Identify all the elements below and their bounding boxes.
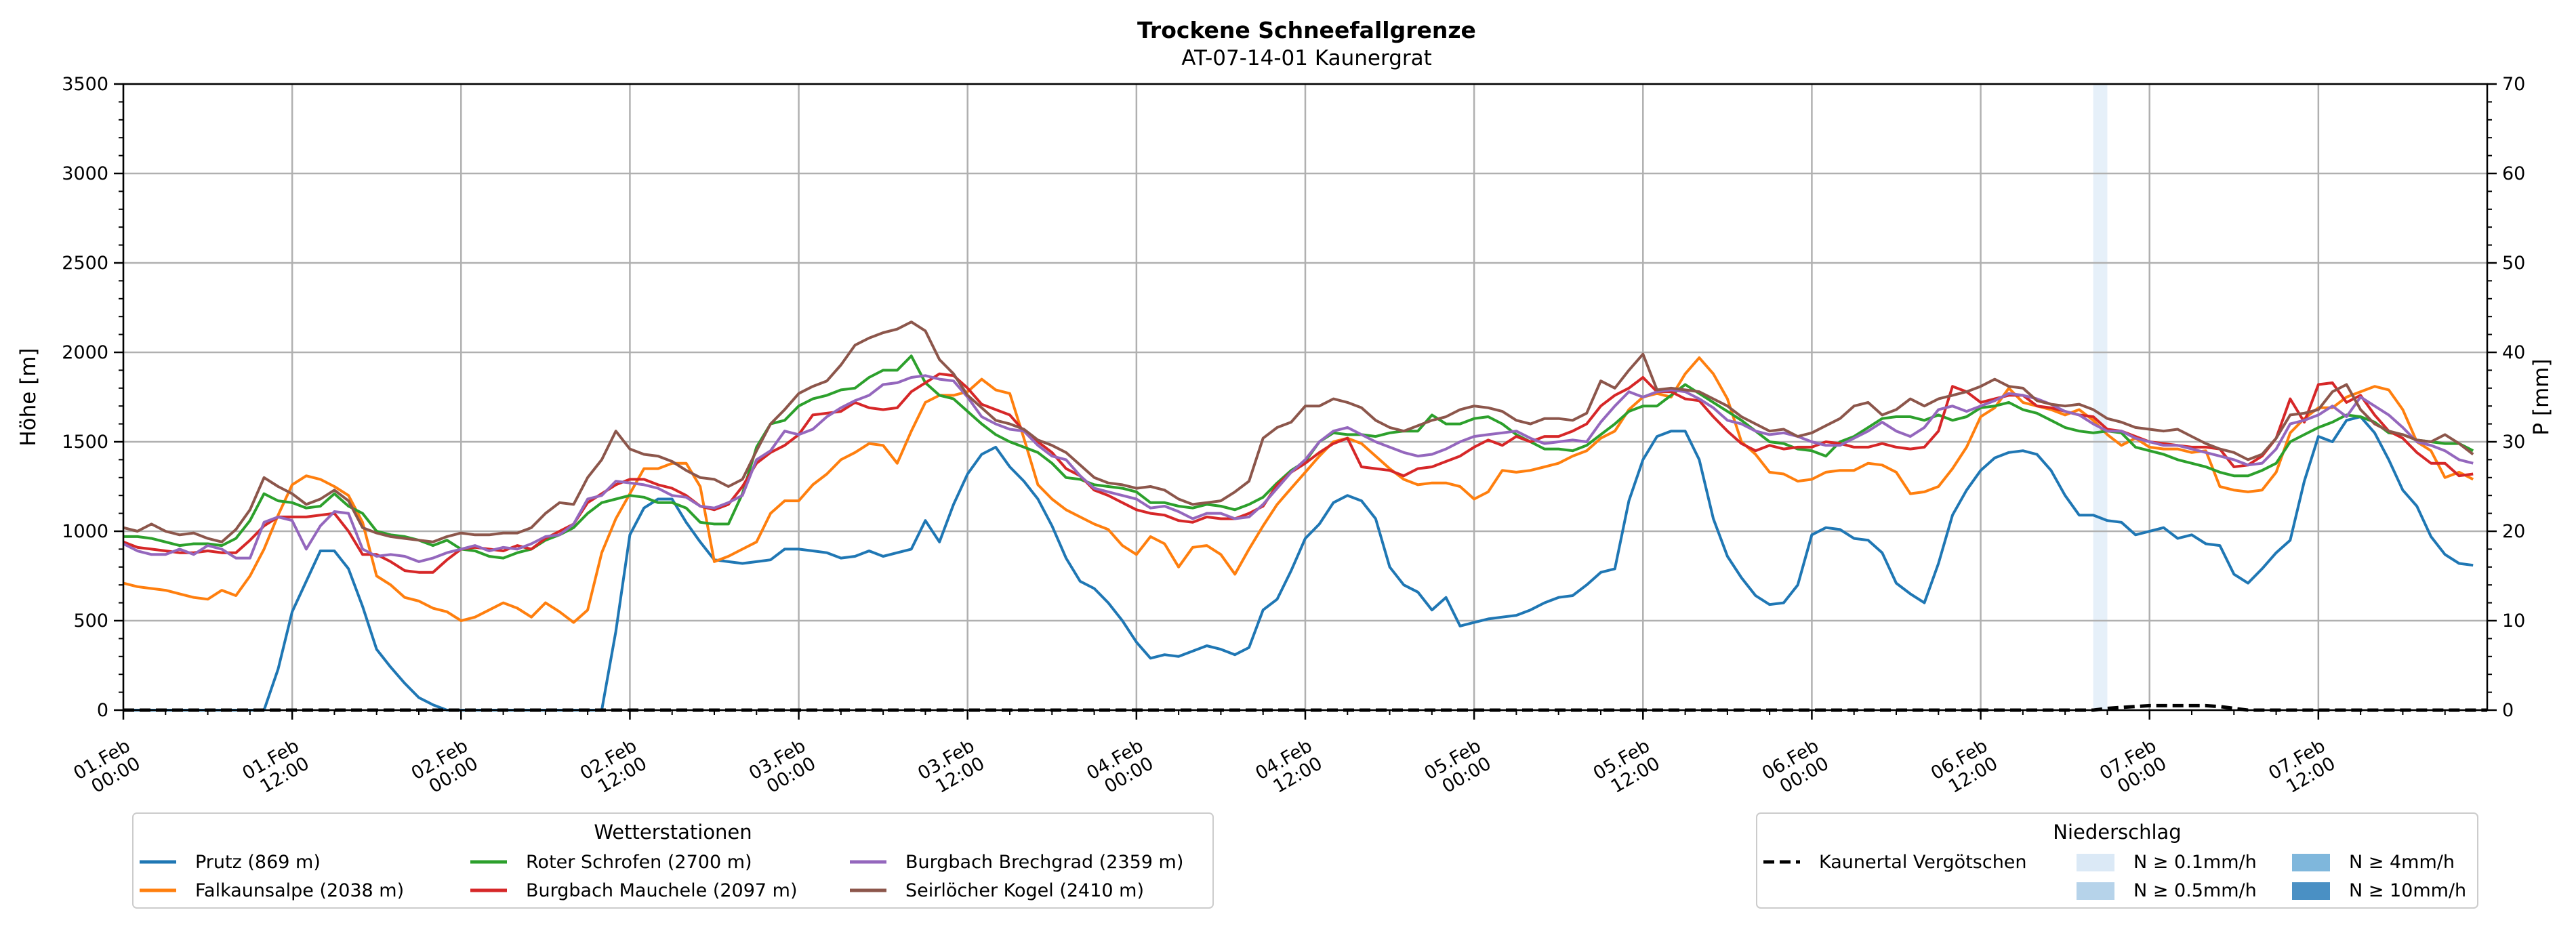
y-tick-label-7: 3500 (62, 74, 108, 95)
y-axis-right: 0 10 20 30 40 50 60 70 (2487, 74, 2525, 721)
precip-bands (2093, 84, 2108, 710)
y-tick-label-0: 0 (97, 700, 108, 721)
y-right-tick-label-2: 20 (2502, 521, 2525, 542)
legend-precip-label-2: N ≥ 4mm/h (2349, 852, 2455, 873)
legend-stations-entries: Prutz (869 m) Falkaunsalpe (2038 m) Roter … (140, 852, 1183, 901)
legend-precip-swatch-3 (2292, 882, 2330, 900)
y-right-tick-label-0: 0 (2502, 700, 2514, 721)
chart-title: Trockene Schneefallgrenze (1137, 17, 1476, 43)
y-axis-left: 0 500 1000 1500 2000 2500 3000 3500 (62, 74, 123, 721)
legend-precip-label-0: N ≥ 0.1mm/h (2133, 852, 2257, 873)
legend-station-label-4: Burgbach Brechgrad (2359 m) (905, 852, 1183, 873)
y-axis-label-right: P [mm] (2529, 358, 2554, 435)
y-right-tick-label-4: 40 (2502, 342, 2525, 363)
legend-precip-label-1: N ≥ 0.5mm/h (2133, 880, 2257, 901)
series-line-5 (123, 321, 2474, 543)
legend-precip-swatch-0 (2077, 854, 2114, 871)
legend-station-label-0: Prutz (869 m) (195, 852, 321, 873)
y-tick-label-4: 2000 (62, 342, 108, 363)
y-tick-label-1: 500 (73, 611, 108, 632)
legend-precip-title: Niederschlag (2053, 821, 2181, 844)
y-tick-label-3: 1500 (62, 432, 108, 453)
x-axis: 01.Feb00:00 01.Feb12:00 02.Feb00:00 02.Feb1… (70, 710, 2446, 802)
legend-precip-swatch-1 (2077, 882, 2114, 900)
legend-station-label-5: Seirlöcher Kogel (2410 m) (905, 880, 1144, 901)
legend-precip-label-3: N ≥ 10mm/h (2349, 880, 2466, 901)
legend-station-label-3: Burgbach Mauchele (2097 m) (526, 880, 798, 901)
series-line-1 (123, 356, 2474, 624)
y-right-tick-label-5: 50 (2502, 253, 2525, 274)
series-line-4 (123, 374, 2474, 563)
y-axis-label: Höhe [m] (16, 348, 41, 446)
legend-precip-entries: N ≥ 0.1mm/h N ≥ 0.5mm/h N ≥ 4mm/h N ≥ 10mm/… (2077, 852, 2466, 901)
precip-line (123, 703, 2487, 712)
legend-precip-swatch-2 (2292, 854, 2330, 871)
precip-series (123, 703, 2487, 712)
legend-precip-line-label: Kaunertal Vergötschen (1819, 852, 2027, 873)
legend-stations: Wetterstationen Prutz (869 m) Falkaunsalp… (132, 812, 1214, 909)
legend-stations-box (132, 812, 1214, 909)
legend-stations-title: Wetterstationen (594, 821, 752, 844)
legend-station-label-2: Roter Schrofen (2700 m) (526, 852, 752, 873)
series-line-0 (123, 415, 2474, 711)
legend-precip: Niederschlag Kaunertal Vergötschen N ≥ 0… (1756, 812, 2478, 909)
y-tick-label-6: 3000 (62, 163, 108, 184)
y-right-tick-label-3: 30 (2502, 432, 2525, 453)
y-right-tick-label-7: 70 (2502, 74, 2525, 95)
station-series (123, 321, 2474, 711)
chart-subtitle: AT-07-14-01 Kaunergrat (1181, 46, 1432, 70)
y-right-tick-label-1: 10 (2502, 611, 2525, 632)
precip-band-0 (2093, 84, 2108, 710)
x-tick-label-3: 02.Feb12:00 (577, 735, 651, 802)
legend-station-label-1: Falkaunsalpe (2038 m) (195, 880, 404, 901)
y-right-tick-label-6: 60 (2502, 163, 2525, 184)
y-tick-label-5: 2500 (62, 253, 108, 274)
y-tick-label-2: 1000 (62, 521, 108, 542)
